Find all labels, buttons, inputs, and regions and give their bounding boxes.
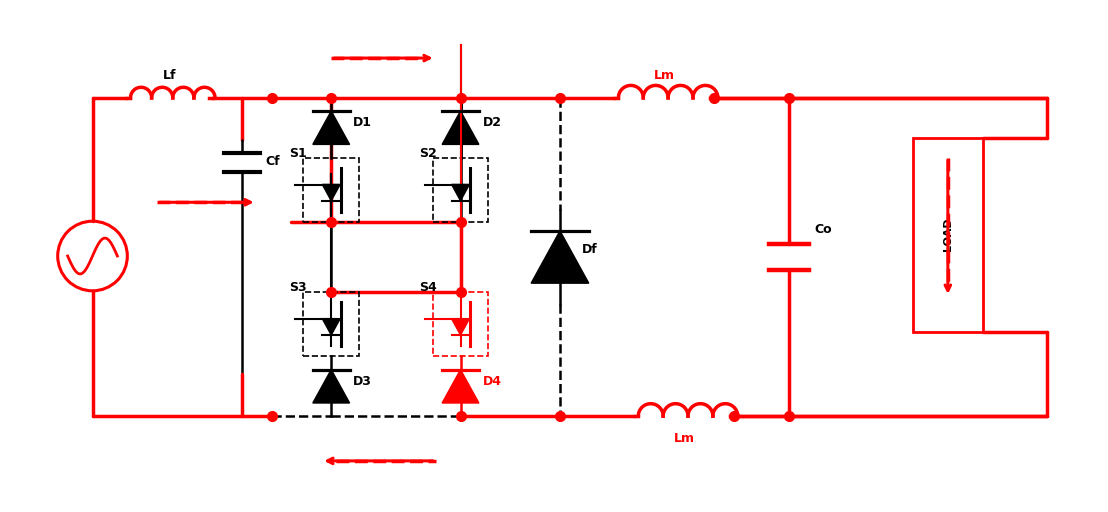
Text: D4: D4 (482, 375, 502, 388)
Polygon shape (442, 370, 479, 403)
Text: Lm: Lm (654, 70, 675, 82)
Polygon shape (442, 111, 479, 144)
Polygon shape (312, 111, 350, 144)
Text: Lm: Lm (674, 432, 695, 444)
Text: S4: S4 (419, 281, 437, 294)
Polygon shape (322, 184, 340, 201)
Text: Lf: Lf (163, 70, 176, 82)
Text: S2: S2 (419, 147, 437, 160)
Bar (304, 292, 359, 356)
Polygon shape (322, 318, 340, 335)
Text: LOAD: LOAD (943, 218, 953, 251)
Bar (913, 138, 983, 332)
Text: Cf: Cf (266, 155, 280, 168)
Polygon shape (312, 370, 350, 403)
Polygon shape (452, 184, 470, 201)
Text: D2: D2 (482, 116, 502, 129)
Text: D3: D3 (353, 375, 372, 388)
Polygon shape (531, 231, 588, 283)
Text: S3: S3 (289, 281, 307, 294)
Bar (432, 158, 489, 222)
Text: Df: Df (582, 243, 597, 255)
Bar (432, 292, 489, 356)
Text: D1: D1 (353, 116, 372, 129)
Text: Co: Co (814, 223, 832, 236)
Bar (304, 158, 359, 222)
Polygon shape (452, 318, 470, 335)
Text: S1: S1 (289, 147, 307, 160)
